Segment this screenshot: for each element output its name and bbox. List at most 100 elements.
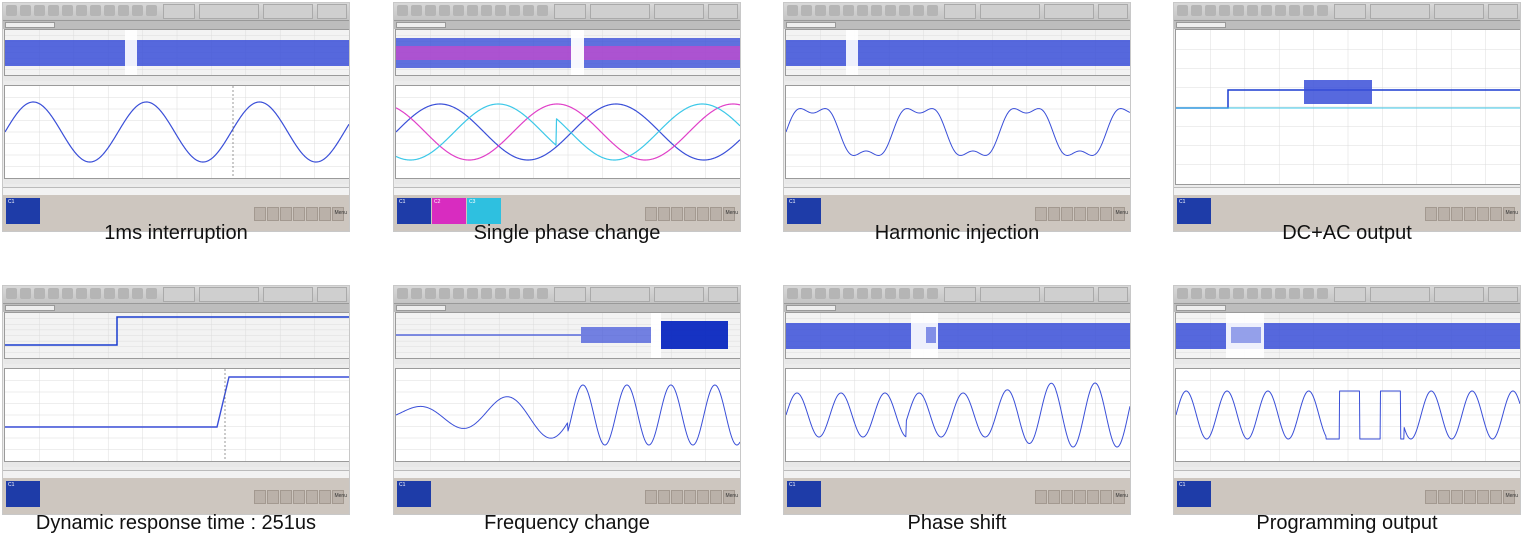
function-button[interactable] — [280, 490, 292, 504]
toolbar-icon[interactable] — [1275, 5, 1286, 16]
toolbar-icon[interactable] — [132, 5, 143, 16]
toolbar-icon[interactable] — [1205, 5, 1216, 16]
function-button[interactable] — [1477, 490, 1489, 504]
function-button[interactable] — [1425, 207, 1437, 221]
function-button[interactable] — [1074, 207, 1086, 221]
function-button[interactable] — [1061, 490, 1073, 504]
toolbar-icon[interactable] — [913, 5, 924, 16]
toolbar-icon[interactable] — [34, 288, 45, 299]
menu-label[interactable]: Menu — [1115, 210, 1128, 216]
toolbar-settings-group[interactable] — [654, 4, 704, 19]
toolbar-settings-group[interactable] — [590, 287, 650, 302]
function-button[interactable] — [267, 207, 279, 221]
channel-block-3[interactable]: C3 — [467, 198, 501, 224]
toolbar-icon[interactable] — [411, 5, 422, 16]
toolbar-settings-group[interactable] — [317, 287, 347, 302]
function-button[interactable] — [671, 207, 683, 221]
function-button[interactable] — [1035, 207, 1047, 221]
function-button[interactable] — [697, 490, 709, 504]
function-button[interactable] — [267, 490, 279, 504]
toolbar-icon[interactable] — [899, 5, 910, 16]
toolbar-icon[interactable] — [843, 5, 854, 16]
toolbar-icon[interactable] — [1233, 5, 1244, 16]
toolbar-icon[interactable] — [1275, 288, 1286, 299]
toolbar-settings-group[interactable] — [554, 4, 586, 19]
function-button[interactable] — [723, 490, 735, 504]
tab-selector[interactable] — [786, 22, 836, 28]
toolbar-icon[interactable] — [495, 288, 506, 299]
function-button[interactable] — [332, 490, 344, 504]
toolbar-icon[interactable] — [397, 288, 408, 299]
toolbar-icon[interactable] — [1219, 288, 1230, 299]
toolbar-settings-group[interactable] — [980, 287, 1040, 302]
function-button[interactable] — [254, 490, 266, 504]
toolbar-icon[interactable] — [481, 5, 492, 16]
toolbar-icon[interactable] — [90, 288, 101, 299]
toolbar-icon[interactable] — [523, 5, 534, 16]
toolbar-settings-group[interactable] — [1434, 4, 1484, 19]
toolbar-settings-group[interactable] — [263, 4, 313, 19]
function-button[interactable] — [1503, 490, 1515, 504]
toolbar-icon[interactable] — [857, 5, 868, 16]
toolbar-settings-group[interactable] — [1370, 4, 1430, 19]
toolbar-icon[interactable] — [1177, 5, 1188, 16]
tab-selector[interactable] — [786, 305, 836, 311]
function-button[interactable] — [1087, 207, 1099, 221]
toolbar-icon[interactable] — [843, 288, 854, 299]
toolbar-icon[interactable] — [537, 288, 548, 299]
function-button[interactable] — [1451, 490, 1463, 504]
toolbar-settings-group[interactable] — [1434, 287, 1484, 302]
function-button[interactable] — [1503, 207, 1515, 221]
function-button[interactable] — [1087, 490, 1099, 504]
toolbar-icon[interactable] — [1303, 288, 1314, 299]
toolbar-icon[interactable] — [1205, 288, 1216, 299]
toolbar-icon[interactable] — [425, 5, 436, 16]
toolbar-icon[interactable] — [495, 5, 506, 16]
toolbar-icon[interactable] — [871, 5, 882, 16]
function-button[interactable] — [1100, 490, 1112, 504]
toolbar-icon[interactable] — [1261, 288, 1272, 299]
function-button[interactable] — [1113, 207, 1125, 221]
toolbar-icon[interactable] — [20, 288, 31, 299]
function-button[interactable] — [1061, 207, 1073, 221]
function-button[interactable] — [293, 490, 305, 504]
toolbar-icon[interactable] — [787, 288, 798, 299]
toolbar-icon[interactable] — [913, 288, 924, 299]
menu-label[interactable]: Menu — [1115, 493, 1128, 499]
toolbar-icon[interactable] — [1289, 288, 1300, 299]
toolbar-settings-group[interactable] — [590, 4, 650, 19]
toolbar-icon[interactable] — [1247, 5, 1258, 16]
toolbar-icon[interactable] — [885, 288, 896, 299]
toolbar-icon[interactable] — [76, 5, 87, 16]
toolbar-icon[interactable] — [6, 5, 17, 16]
tab-selector[interactable] — [5, 305, 55, 311]
channel-block-1[interactable]: C1 — [787, 198, 821, 224]
toolbar-settings-group[interactable] — [1098, 4, 1128, 19]
function-button[interactable] — [280, 207, 292, 221]
toolbar-icon[interactable] — [439, 5, 450, 16]
function-button[interactable] — [1035, 490, 1047, 504]
toolbar-icon[interactable] — [815, 288, 826, 299]
toolbar-icon[interactable] — [801, 5, 812, 16]
tab-selector[interactable] — [396, 22, 446, 28]
toolbar-icon[interactable] — [927, 5, 938, 16]
toolbar-icon[interactable] — [34, 5, 45, 16]
function-button[interactable] — [658, 490, 670, 504]
tab-selector[interactable] — [1176, 305, 1226, 311]
toolbar-icon[interactable] — [1219, 5, 1230, 16]
toolbar-icon[interactable] — [453, 5, 464, 16]
toolbar-icon[interactable] — [885, 5, 896, 16]
function-button[interactable] — [710, 490, 722, 504]
toolbar-icon[interactable] — [118, 288, 129, 299]
toolbar-settings-group[interactable] — [1334, 287, 1366, 302]
function-button[interactable] — [1490, 490, 1502, 504]
channel-block-1[interactable]: C1 — [1177, 481, 1211, 507]
toolbar-icon[interactable] — [104, 288, 115, 299]
toolbar-icon[interactable] — [829, 288, 840, 299]
toolbar-icon[interactable] — [146, 5, 157, 16]
toolbar-settings-group[interactable] — [944, 287, 976, 302]
function-button[interactable] — [1048, 490, 1060, 504]
toolbar-icon[interactable] — [467, 288, 478, 299]
toolbar-icon[interactable] — [1261, 5, 1272, 16]
toolbar-settings-group[interactable] — [199, 287, 259, 302]
